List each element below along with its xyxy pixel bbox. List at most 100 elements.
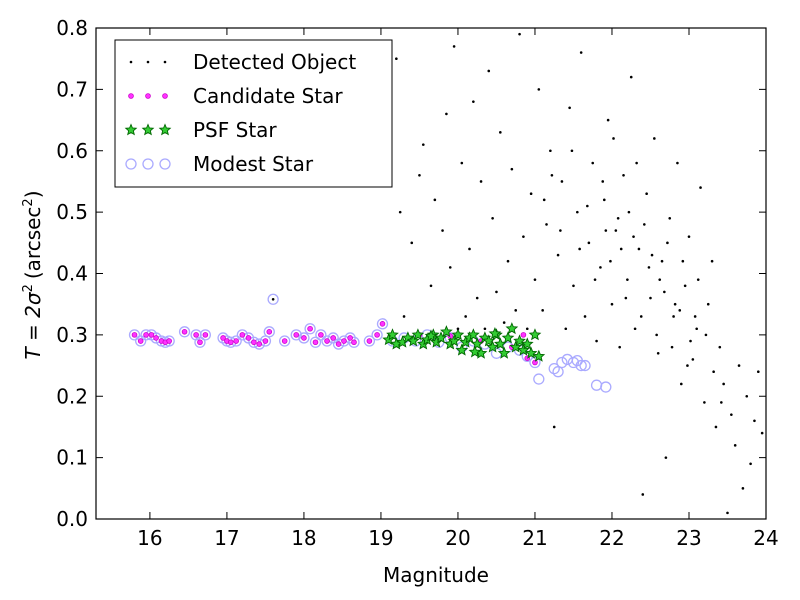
psf-star-point: [455, 343, 469, 356]
detected-object-point: [749, 462, 752, 466]
y-axis-label-unit-sup: 2: [21, 198, 36, 206]
modest-star-point: [263, 326, 275, 338]
detected-object-point: [601, 180, 605, 183]
series-psf-star: [382, 322, 546, 362]
detected-object-point: [572, 284, 575, 288]
candidate-star-point: [379, 321, 386, 327]
detected-object-point: [696, 278, 700, 281]
detected-object-point: [579, 51, 583, 54]
detected-object-point: [655, 333, 658, 337]
detected-object-point: [479, 180, 483, 183]
detected-object-point: [433, 198, 437, 202]
detected-object-point: [637, 247, 641, 251]
y-tick-label: 0.0: [56, 507, 88, 531]
candidate-star-point: [262, 338, 269, 344]
psf-star-point: [528, 328, 542, 341]
candidate-star-point: [281, 338, 288, 344]
x-tick-label: 18: [291, 526, 316, 550]
detected-object-point: [593, 278, 597, 281]
detected-object-point: [578, 247, 581, 251]
modest-star-point: [332, 338, 345, 350]
modest-star-point: [128, 329, 141, 341]
detected-object-point: [618, 345, 621, 349]
series-candidate-star: [131, 321, 538, 366]
detected-object-point: [753, 419, 756, 423]
detected-object-point: [649, 296, 652, 300]
detected-object-point: [429, 284, 433, 288]
detected-object-point: [632, 235, 635, 238]
detected-object-point: [610, 302, 614, 306]
modest-star-point: [150, 332, 162, 344]
modest-star-point: [199, 329, 212, 341]
series-detected-object: [271, 32, 764, 515]
legend-marker-detected: [146, 60, 150, 64]
detected-object-point: [556, 253, 560, 257]
legend-marker-modest: [125, 158, 137, 170]
legend-marker-detected: [129, 60, 133, 64]
detected-object-point: [693, 315, 697, 318]
x-tick-label: 16: [137, 526, 162, 550]
candidate-star-point: [318, 332, 324, 338]
detected-object-point: [559, 229, 562, 232]
detected-object-point: [643, 223, 646, 226]
detected-object-point: [695, 327, 698, 331]
modest-star-point: [533, 373, 545, 385]
detected-object-point: [629, 75, 633, 79]
candidate-star-point: [307, 325, 313, 332]
candidate-star-point: [148, 332, 155, 338]
detected-object-point: [626, 278, 629, 281]
legend-label-modest: Modest Star: [193, 152, 314, 176]
detected-object-point: [472, 100, 475, 103]
candidate-star-point: [233, 338, 239, 344]
candidate-star-point: [131, 332, 138, 338]
detected-object-point: [483, 327, 487, 331]
candidate-star-point: [166, 338, 172, 344]
detected-object-point: [681, 259, 685, 263]
detected-object-point: [714, 425, 718, 429]
candidate-star-point: [366, 338, 373, 344]
candidate-star-point: [220, 335, 226, 341]
detected-object-point: [703, 401, 706, 404]
detected-object-point: [587, 241, 591, 245]
detected-object-point: [487, 69, 491, 73]
legend-marker-candidate: [128, 93, 134, 99]
detected-object-point: [441, 229, 444, 232]
modest-star-point: [363, 335, 376, 347]
detected-object-point: [641, 493, 645, 496]
detected-object-point: [445, 112, 448, 116]
detected-object-point: [710, 259, 714, 263]
detected-object-point: [271, 297, 275, 301]
detected-object-point: [522, 235, 525, 238]
detected-object-point: [395, 57, 398, 60]
candidate-star-point: [137, 338, 144, 344]
detected-object-point: [656, 351, 660, 355]
modest-star-point: [236, 329, 248, 341]
y-tick-label: 0.5: [56, 200, 88, 224]
candidate-star-point: [197, 339, 203, 346]
detected-object-point: [760, 431, 764, 435]
legend-entry-candidate: Candidate Star: [128, 84, 343, 108]
candidate-star-point: [181, 329, 188, 335]
psf-star-point: [532, 349, 546, 362]
candidate-star-point: [347, 335, 353, 341]
detected-object-point: [616, 216, 620, 220]
x-tick-label: 22: [599, 526, 624, 550]
candidate-star-point: [374, 332, 380, 338]
legend-entry-detected: Detected Object: [129, 50, 356, 74]
candidate-star-point: [266, 329, 273, 335]
detected-object-point: [591, 161, 595, 165]
legend-marker-modest: [142, 158, 154, 170]
modest-star-point: [552, 366, 564, 378]
y-tick-label: 0.8: [56, 16, 88, 40]
detected-object-point: [564, 327, 568, 331]
modest-star-point: [194, 336, 206, 348]
y-axis-ticks: 0.0 0.1 0.2 0.3 0.4 0.5 0.6 0.7 0.8: [56, 16, 766, 531]
detected-object-point: [550, 174, 554, 177]
detected-object-point: [599, 266, 602, 269]
detected-object-point: [660, 259, 664, 263]
legend-marker-psf: [158, 123, 172, 136]
psf-star-point: [520, 337, 534, 350]
detected-object-point: [456, 327, 460, 331]
legend-label-psf: PSF Star: [193, 118, 277, 142]
modest-star-point: [309, 336, 322, 348]
